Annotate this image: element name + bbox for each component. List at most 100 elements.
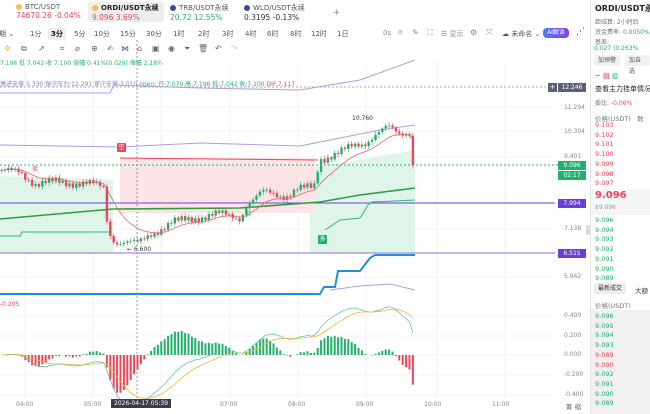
macd-histogram-bar [316,348,319,355]
image-tool-icon[interactable]: ▣ [152,44,160,53]
ask-price[interactable]: 9.101 [595,140,614,149]
macd-histogram-bar [133,355,136,375]
bitcoin-icon [16,4,22,10]
fullscreen-icon[interactable]: ⛶ [427,28,433,37]
add-tab-button[interactable]: + [333,8,341,18]
ticker-change: 12.55% [193,13,223,22]
brush-icon[interactable]: ✎ [412,28,419,37]
ratio-label: 委比: [595,100,610,107]
eye-tool-icon[interactable]: ◉ [168,44,175,53]
add-alert-icon[interactable]: + [548,83,557,92]
time-tick: 09:00 [356,401,374,408]
bid-price[interactable]: 9.096 [595,216,614,224]
ticker-tab[interactable]: TRB/USDT永续 20.72 12.55% [166,2,236,22]
candle [340,147,343,155]
candle [119,244,122,245]
bid-price[interactable]: 9.089 [595,274,614,283]
bid-price[interactable]: 9.092 [595,245,614,254]
chip-toggle[interactable]: 筹 缩 [566,403,582,411]
favorite-tool-icon[interactable]: ✲ [4,44,11,53]
candle [132,239,136,241]
tab-large-trades[interactable]: 大额 [635,287,648,295]
interval-8[interactable]: 3时 [222,30,234,38]
long-signal-marker[interactable]: 多 [318,235,327,244]
countdown-toggle[interactable]: 0s [383,29,392,37]
axis-scroll-handle[interactable] [586,225,590,235]
interval-0[interactable]: 1分 [30,30,42,38]
candle [316,171,319,184]
qty-header: 数 [637,115,644,123]
ask-price[interactable]: 9.099 [595,159,614,168]
tab-latest-trades[interactable]: 最新成交 [594,283,627,294]
ask-price[interactable]: 9.098 [595,169,614,178]
candle [302,184,306,188]
candle [387,125,391,127]
ruler-tool-icon[interactable]: ⌀ [75,44,80,53]
macd-histogram-bar [235,352,238,355]
interval-10[interactable]: 6时 [267,30,279,38]
ticker-tab[interactable]: ORDI/USDT永续 9.096 3.69% [88,2,164,22]
layout-dropdown[interactable]: ☁ 未命名 ⌄ [502,30,541,38]
candle [299,184,302,190]
display-menu[interactable]: ☰ 显示 [441,30,464,38]
bid-price[interactable]: 9.090 [595,264,614,273]
depth-link[interactable]: 查看主力挂单情况 [595,85,650,93]
interval-2[interactable]: 5分 [74,30,86,38]
bid-price[interactable]: 9.094 [595,225,614,234]
candle [255,195,258,200]
interval-9[interactable]: 4时 [245,30,257,38]
interval-3[interactable]: 10分 [94,30,110,38]
ask-price[interactable]: 9.103 [595,121,614,129]
delete-tool-icon[interactable]: 🗑 [198,44,209,53]
interval-1[interactable]: 3分 [48,28,66,40]
add-favorite-button[interactable]: 加自选 [625,55,650,75]
top-price-marker: 12.246 [558,83,586,92]
line-tool-icon[interactable]: ↗ [38,44,45,53]
candle [360,144,364,147]
ticker-tab[interactable]: BTC/USDT 74670.26 -0.04% [12,2,82,22]
pattern-tool-icon[interactable]: ⋈ [121,44,129,53]
macd-histogram-bar [143,355,146,360]
candle [180,216,183,221]
crop-tool-icon[interactable]: ⌗ [60,44,65,53]
candle [221,210,224,213]
interval-5[interactable]: 30分 [146,30,162,38]
interval-11[interactable]: 8时 [290,30,302,38]
period-dropdown[interactable]: 期 ⌄ [0,30,15,38]
undo-icon[interactable]: ↶ [215,44,222,53]
interval-4[interactable]: 15分 [120,30,136,38]
ai-analysis-button[interactable]: AI解读 [543,28,569,38]
redo-icon[interactable]: ↷ [231,44,238,53]
book-view-icons[interactable]: ⌐ ▤ ▥ [595,72,619,80]
ask-price[interactable]: 9.097 [595,179,614,188]
short-zone-fill [120,158,315,213]
candle [350,144,353,147]
filter-tool-icon[interactable]: ⏷ [184,44,191,53]
bid-price[interactable]: 9.091 [595,254,614,263]
share-icon[interactable]: ⋰ [576,27,585,37]
candle [272,192,275,194]
interval-7[interactable]: 2时 [198,30,210,38]
candle [10,167,13,170]
candle [17,168,20,173]
expand-icon[interactable]: ⤧ [486,28,493,37]
short-signal-marker[interactable]: 空 [117,143,126,152]
settings-icon[interactable]: ⚙ [470,28,478,37]
cursor-tool-icon[interactable]: ⧉ [21,44,27,53]
interval-12[interactable]: 12时 [311,30,327,38]
pen-tool-icon[interactable]: ✍ [107,44,114,53]
add-alert-button[interactable]: 加预警 [594,55,621,66]
ticker-tab[interactable]: WLD/USDT永续 0.3195 -0.13% [240,2,310,22]
camera-icon[interactable]: ⌾ [398,28,403,37]
ask-price[interactable]: 9.102 [595,130,614,139]
macd-histogram-bar [398,355,401,361]
interval-13[interactable]: 1日 [337,30,349,38]
zoom-tool-icon[interactable]: ⊕ [91,44,98,53]
trade-price: 9.089 [595,350,614,359]
price-chart[interactable] [0,0,590,414]
bid-price[interactable]: 9.093 [595,235,614,244]
interval-6[interactable]: 1时 [173,30,185,38]
ask-price[interactable]: 9.100 [595,150,614,159]
candle [105,186,109,222]
lock-tool-icon[interactable]: ⌂ [137,44,143,53]
